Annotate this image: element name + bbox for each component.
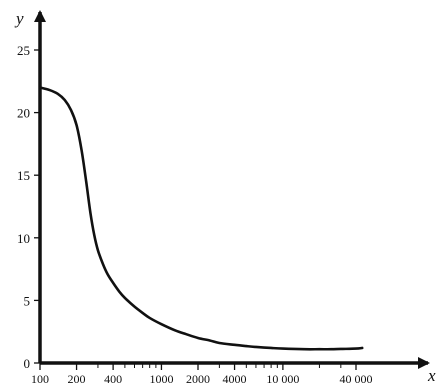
x-tick-label: 200 xyxy=(68,372,86,386)
ticks: 0 5 10 15 20 25 100 200 400 1000 2000 4000 10 000 40 … xyxy=(17,43,373,386)
x-tick-label: 2000 xyxy=(186,372,210,386)
x-tick-label: 40 000 xyxy=(340,372,373,386)
y-tick-label: 0 xyxy=(24,356,31,371)
y-tick-label: 5 xyxy=(24,293,31,308)
y-tick-label: 15 xyxy=(17,168,30,183)
x-axis-title: x xyxy=(427,366,436,385)
x-tick-label: 400 xyxy=(104,372,122,386)
x-tick-label: 1000 xyxy=(149,372,173,386)
y-tick-label: 20 xyxy=(17,106,30,121)
x-tick-label: 100 xyxy=(31,372,49,386)
axes: yx xyxy=(14,9,436,385)
y-axis-title: y xyxy=(14,9,24,28)
x-tick-label: 4000 xyxy=(223,372,247,386)
series-line xyxy=(38,86,364,351)
y-tick-label: 10 xyxy=(17,231,30,246)
series xyxy=(38,86,364,351)
x-tick-label: 10 000 xyxy=(266,372,299,386)
y-tick-label: 25 xyxy=(17,43,30,58)
